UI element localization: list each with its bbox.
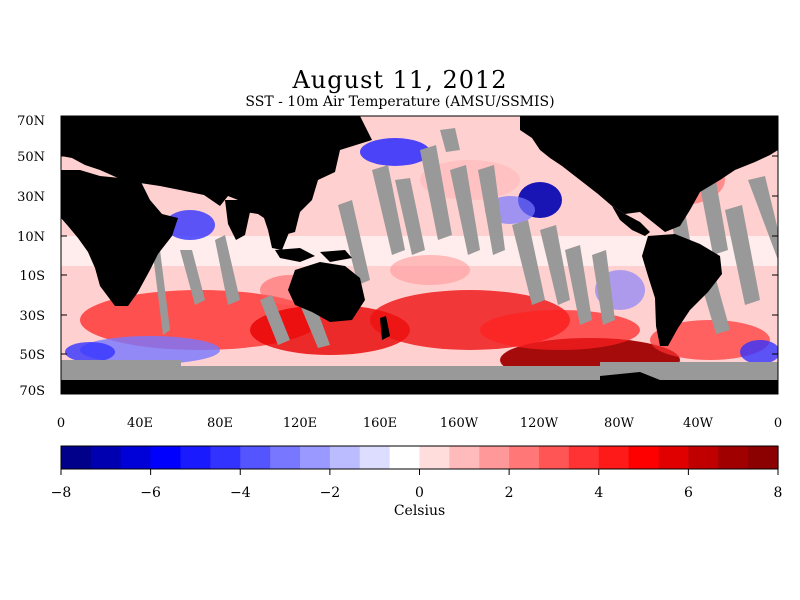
colorbar-swatch bbox=[210, 446, 241, 469]
colorbar-ticks bbox=[60, 469, 779, 475]
lon-label: 120W bbox=[520, 416, 559, 431]
colorbar-swatch bbox=[359, 446, 391, 469]
lon-label: 80W bbox=[604, 416, 635, 431]
colorbar-swatch bbox=[389, 446, 421, 469]
colorbar-tick-label: −8 bbox=[51, 485, 72, 501]
lon-label: 0 bbox=[774, 416, 782, 431]
map-subtitle: SST - 10m Air Temperature (AMSU/SSMIS) bbox=[245, 94, 555, 110]
colorbar-swatch bbox=[120, 446, 152, 469]
map-title: August 11, 2012 bbox=[292, 66, 508, 94]
colorbar-swatch bbox=[658, 446, 689, 469]
colorbar-tick-label: 2 bbox=[505, 485, 514, 501]
colorbar-swatch bbox=[329, 446, 361, 469]
lat-label: 70N bbox=[17, 114, 45, 129]
lat-label: 30S bbox=[20, 309, 45, 324]
colorbar-tick-label: 6 bbox=[684, 485, 693, 501]
lon-label: 160E bbox=[363, 416, 397, 431]
colorbar-swatch bbox=[628, 446, 660, 469]
colorbar-swatch bbox=[180, 446, 211, 469]
land-masses bbox=[61, 116, 778, 394]
colorbar-swatch bbox=[449, 446, 480, 469]
lat-label: 10S bbox=[20, 269, 45, 284]
colorbar-tick-label: −4 bbox=[230, 485, 251, 501]
colorbar-swatch bbox=[61, 446, 92, 469]
lon-label: 40W bbox=[683, 416, 714, 431]
colorbar-tick-label: −6 bbox=[140, 485, 161, 501]
colorbar-swatch bbox=[150, 446, 182, 469]
lon-labels: 0 40E 80E 120E 160E 160W 120W 80W 40W 0 bbox=[57, 416, 782, 431]
lat-ticks bbox=[61, 119, 778, 391]
lon-ticks bbox=[60, 388, 779, 394]
lat-label: 50S bbox=[20, 348, 45, 363]
colorbar-tick-label: 0 bbox=[415, 485, 424, 501]
colorbar-tick-label: −2 bbox=[320, 485, 341, 501]
colorbar-swatch bbox=[240, 446, 271, 469]
lon-label: 120E bbox=[283, 416, 317, 431]
lat-label: 10N bbox=[17, 230, 45, 245]
lat-labels: 70N 50N 30N 10N 10S 30S 50S 70S bbox=[17, 114, 45, 399]
colorbar-tick-label: 4 bbox=[594, 485, 603, 501]
colorbar-unit-label: Celsius bbox=[394, 503, 445, 519]
colorbar-swatch bbox=[479, 446, 510, 469]
colorbar-tick-labels: −8 −6 −4 −2 0 2 4 6 8 bbox=[51, 485, 783, 501]
colorbar-swatch bbox=[509, 446, 540, 469]
colorbar bbox=[61, 446, 779, 469]
colorbar-swatch bbox=[419, 446, 450, 469]
colorbar-swatch bbox=[598, 446, 630, 469]
colorbar-swatch bbox=[568, 446, 600, 469]
colorbar-swatch bbox=[688, 446, 719, 469]
colorbar-swatch bbox=[300, 446, 331, 469]
colorbar-swatch bbox=[539, 446, 570, 469]
lat-label: 30N bbox=[17, 190, 45, 205]
lon-label: 40E bbox=[127, 416, 153, 431]
lat-label: 50N bbox=[17, 150, 45, 165]
lon-label: 160W bbox=[440, 416, 479, 431]
colorbar-swatch bbox=[270, 446, 301, 469]
lon-label: 80E bbox=[207, 416, 233, 431]
colorbar-swatch bbox=[718, 446, 749, 469]
map-panel bbox=[61, 116, 778, 394]
colorbar-swatch bbox=[90, 446, 122, 469]
lat-label: 70S bbox=[20, 384, 45, 399]
colorbar-tick-label: 8 bbox=[774, 485, 783, 501]
lon-label: 0 bbox=[57, 416, 65, 431]
colorbar-swatch bbox=[748, 446, 779, 469]
